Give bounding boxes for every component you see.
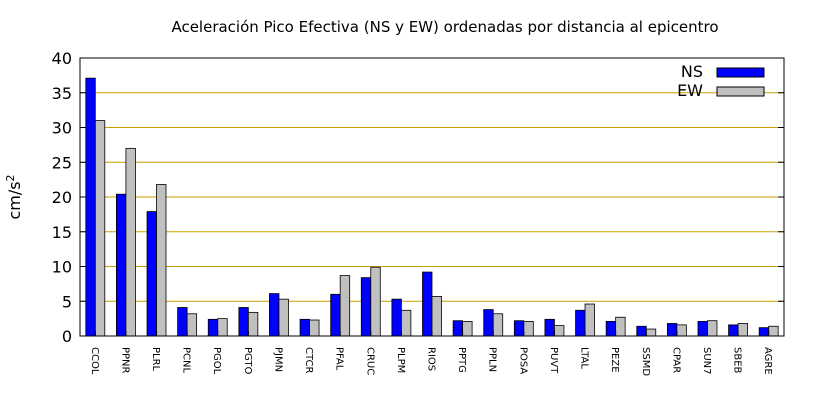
bar-ns-pfal: [330, 293, 341, 337]
bar-ew-agre: [768, 325, 779, 337]
bar-ns-ppnr: [116, 193, 127, 337]
y-tick-label: 10: [52, 258, 72, 277]
y-axis-label-base: cm/s: [5, 181, 24, 219]
x-tick-label: PLRL: [150, 347, 161, 372]
bar-ew-sbeb: [737, 323, 748, 337]
x-tick-label: POSA: [517, 347, 528, 374]
x-tick-label: PFAL: [334, 347, 345, 371]
legend-swatch: [716, 67, 765, 78]
x-tick-label: PGTO: [242, 347, 253, 375]
y-tick-label: 0: [62, 327, 72, 346]
bar-ns-cruc: [360, 277, 372, 337]
bar-ns-puvt: [544, 318, 555, 337]
bar-ns-sun7: [697, 321, 708, 337]
bar-ew-ccol: [94, 120, 106, 337]
x-axis: CCOL PPNR PLRL PCNL PGOL PGTO PJMN CTCR PFAL CRUC…: [89, 331, 773, 376]
bar-ew-ppln: [492, 313, 504, 337]
bar-ew-rios: [431, 295, 442, 337]
x-tick-label: SBEB: [732, 347, 743, 374]
y-tick-label: 40: [52, 49, 72, 68]
legend-label: EW: [677, 81, 703, 100]
y-tick-label: 20: [52, 188, 72, 207]
bar-ew-sun7: [707, 320, 718, 337]
bar-ew-ppnr: [125, 147, 136, 337]
bar-ns-cpar: [666, 323, 678, 337]
bar-ew-pgol: [217, 318, 228, 337]
x-tick-label: PJMN: [272, 347, 283, 372]
bar-ew-ltal: [584, 303, 595, 337]
bar-ew-peze: [615, 316, 626, 337]
bar-ns-agre: [758, 327, 770, 337]
bar-ew-posa: [523, 321, 534, 337]
legend-swatch: [716, 86, 765, 97]
bar-ns-peze: [605, 321, 617, 337]
bar-ns-pptg: [452, 320, 464, 337]
x-tick-label: PPLN: [487, 347, 498, 372]
bar-ns-rios: [422, 271, 433, 337]
legend-label: NS: [681, 62, 703, 81]
x-tick-label: CTCR: [303, 347, 314, 373]
y-axis: 0 5 10 15 20 25 30 35 40: [52, 49, 784, 346]
x-tick-label: CRUC: [364, 347, 375, 375]
bar-ew-ctcr: [309, 319, 320, 337]
bar-ew-pfal: [339, 275, 351, 337]
bar-ns-ltal: [575, 309, 586, 337]
bars: [85, 77, 779, 337]
y-tick-label: 15: [52, 223, 72, 242]
x-tick-label: PPNR: [119, 347, 130, 374]
bar-ns-pgto: [238, 307, 249, 337]
bar-ns-pjmn: [269, 293, 280, 337]
bar-ns-plrl: [146, 211, 157, 337]
bar-ew-plpm: [400, 309, 412, 337]
bar-ns-posa: [513, 320, 525, 337]
bar-ns-ppln: [483, 309, 494, 337]
bar-ns-sbeb: [728, 324, 739, 337]
x-tick-label: PLPM: [395, 347, 406, 373]
y-tick-label: 25: [52, 153, 72, 172]
bar-ew-pcnl: [186, 313, 198, 337]
bar-ns-ccol: [85, 77, 96, 337]
bar-ew-ssmd: [645, 328, 657, 337]
x-tick-label: PCNL: [181, 347, 192, 373]
y-axis-label: cm/s2: [4, 174, 25, 219]
y-tick-label: 30: [52, 119, 72, 138]
bar-ew-pgto: [247, 311, 259, 337]
bar-ew-plrl: [156, 184, 167, 337]
bar-ew-pptg: [462, 321, 473, 337]
x-tick-label: LTAL: [579, 347, 590, 369]
bar-ns-plpm: [391, 298, 402, 337]
x-tick-label: CPAR: [670, 347, 681, 373]
grid-lines: [80, 92, 784, 302]
chart-title: Aceleración Pico Efectiva (NS y EW) orde…: [171, 18, 718, 36]
svg-text:cm/s2: cm/s2: [4, 174, 25, 219]
x-tick-label: SSMD: [640, 347, 651, 376]
bar-ew-cruc: [370, 266, 381, 337]
x-tick-label: PPTG: [456, 347, 467, 373]
bar-ns-pcnl: [177, 307, 188, 337]
x-tick-label: PEZE: [609, 347, 620, 373]
x-tick-label: RIOS: [426, 347, 437, 371]
x-tick-label: PGOL: [211, 347, 222, 375]
bar-ew-cpar: [676, 324, 687, 337]
bar-ns-ctcr: [299, 318, 310, 337]
bar-ew-puvt: [554, 325, 565, 337]
y-tick-label: 5: [62, 292, 72, 311]
x-tick-label: CCOL: [89, 347, 100, 375]
x-tick-label: SUN7: [701, 347, 712, 375]
x-tick-label: PUVT: [548, 347, 559, 374]
bar-ew-pjmn: [278, 298, 289, 337]
x-tick-label: AGRE: [762, 347, 773, 375]
bar-ns-ssmd: [636, 325, 647, 337]
y-tick-label: 35: [52, 84, 72, 103]
bar-ns-pgol: [207, 318, 219, 337]
y-axis-label-exponent: 2: [4, 174, 17, 181]
